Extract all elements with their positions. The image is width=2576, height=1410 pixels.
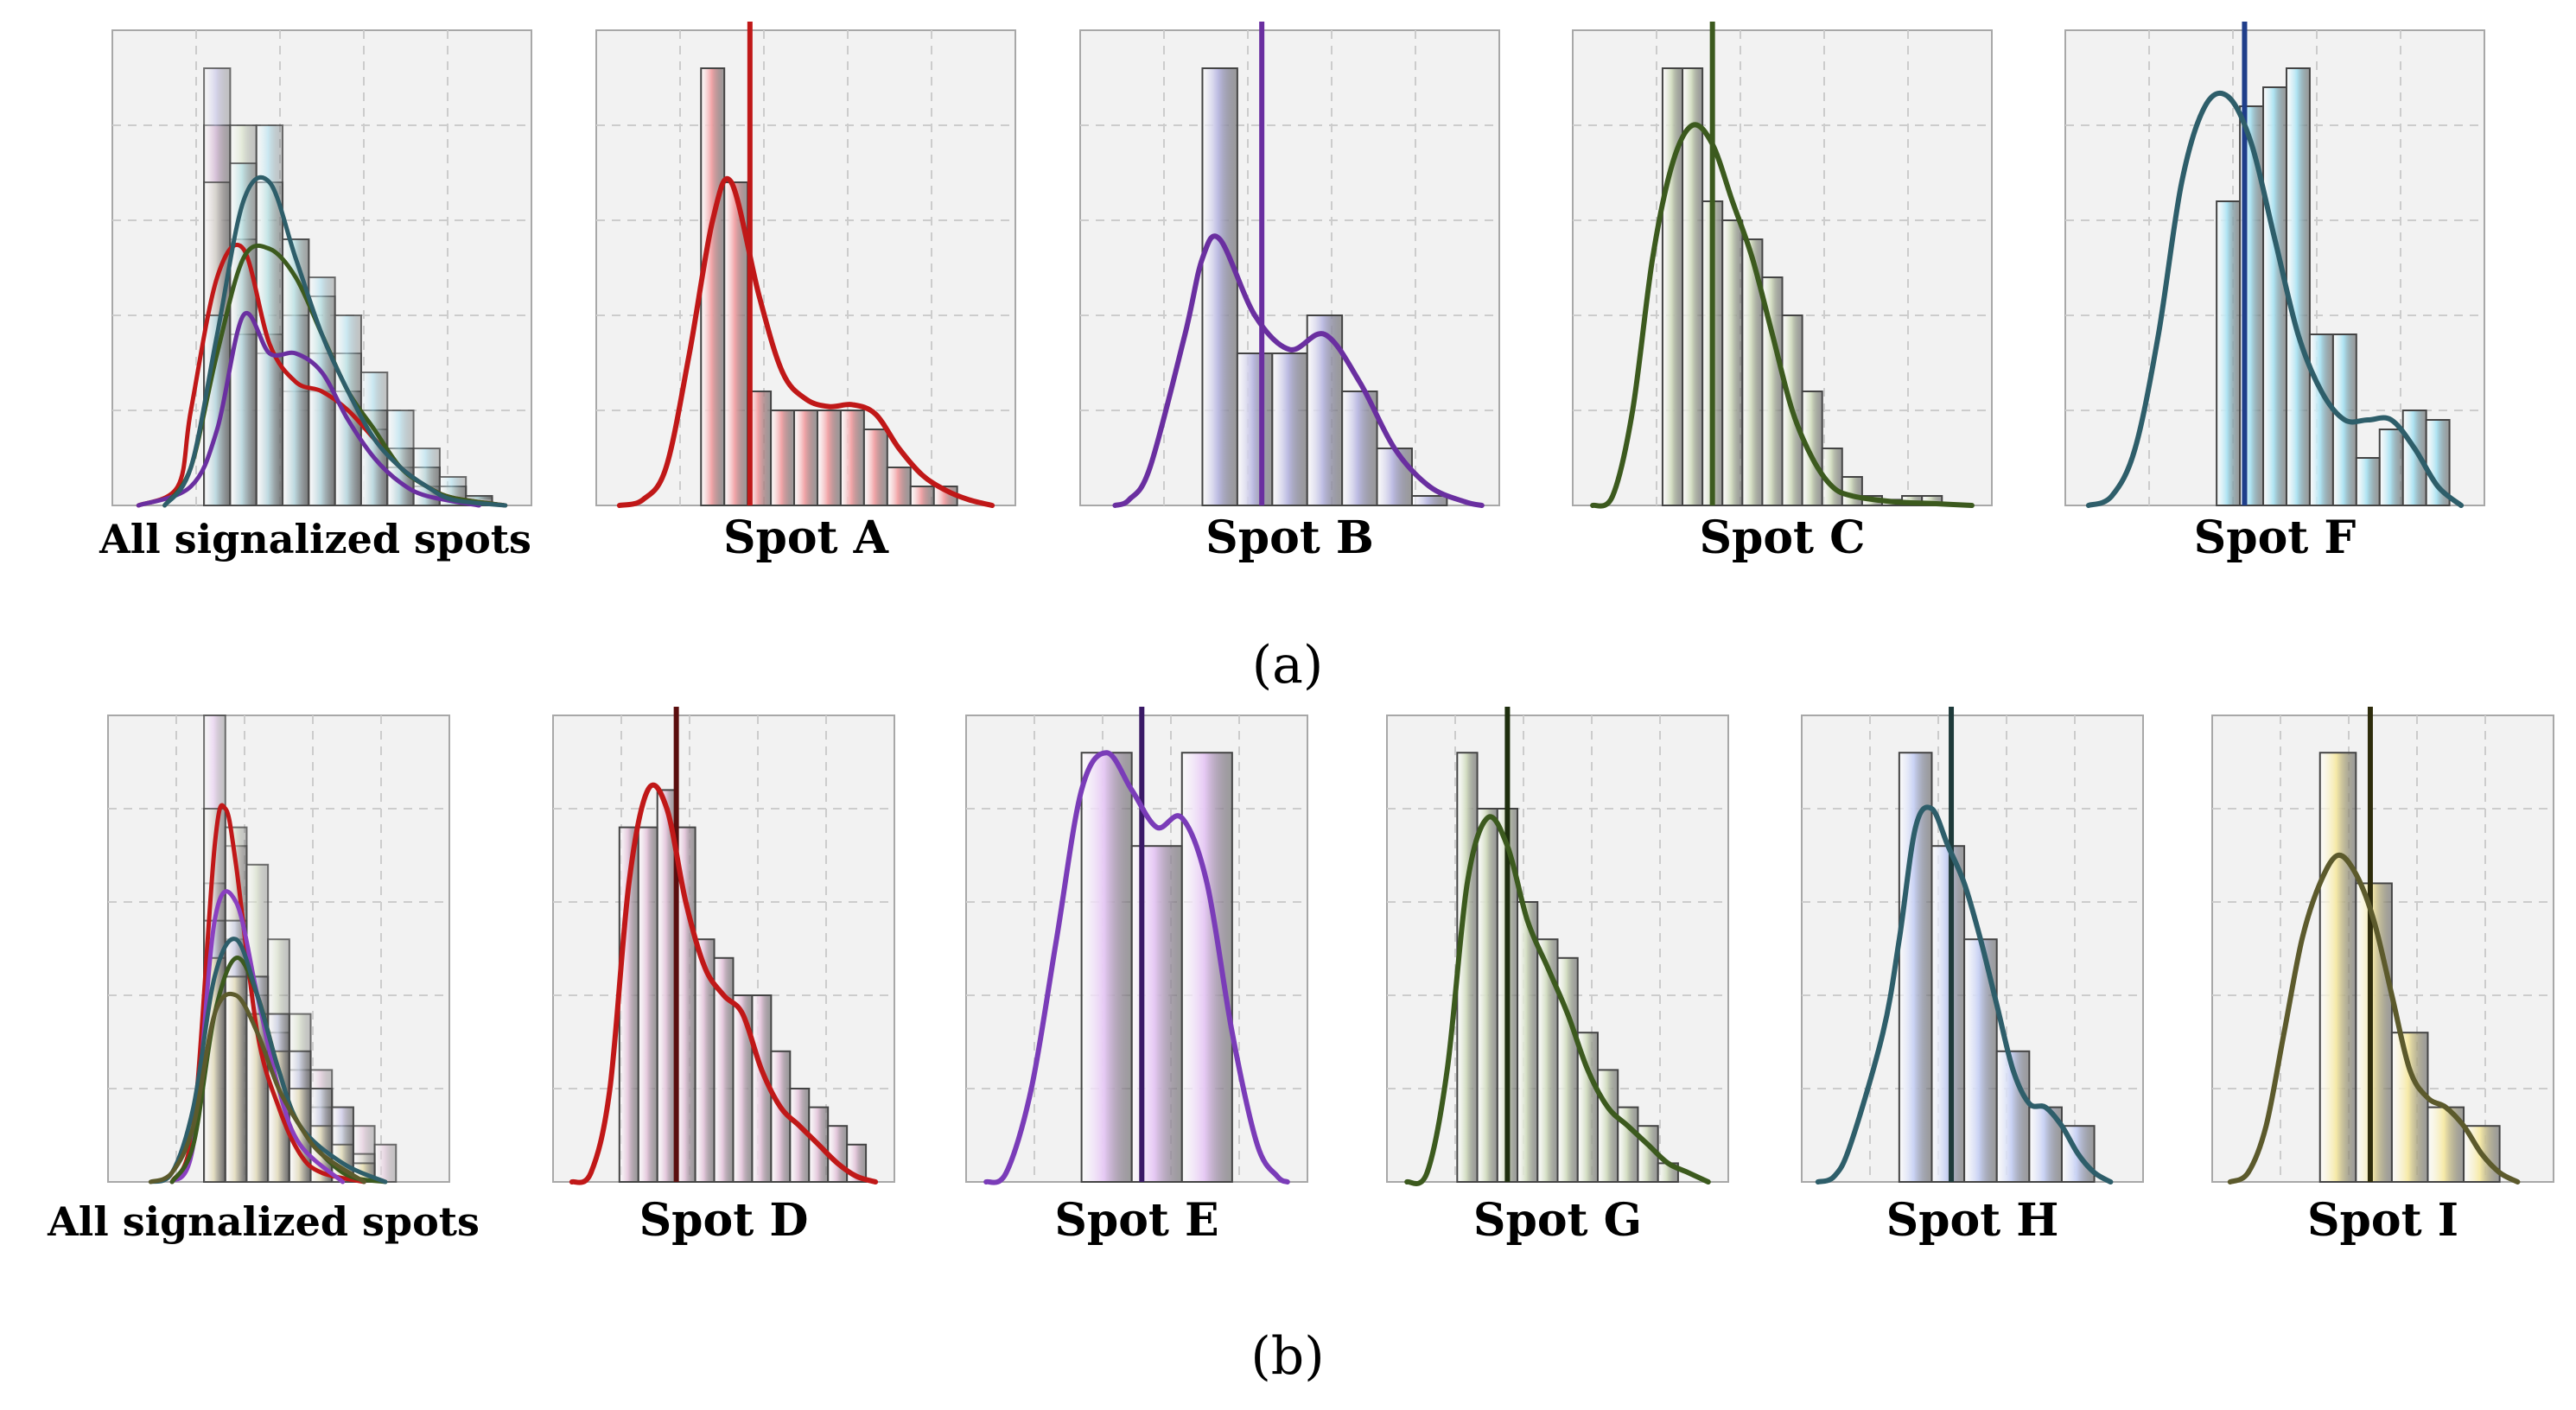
spot-f-a-bar xyxy=(2285,67,2311,506)
spot-a-a-bar xyxy=(862,429,888,506)
chart-title: Spot G xyxy=(1473,1194,1642,1247)
spot-i-b-kde-curve xyxy=(2227,852,2521,1185)
spot-f-a-bar xyxy=(2378,429,2404,506)
spot-h-b-bar xyxy=(1930,845,1966,1183)
chart-title: Spot E xyxy=(1054,1194,1218,1247)
spot-i-b-bar xyxy=(2318,752,2357,1183)
overview-spot-f-bar xyxy=(229,162,258,506)
overview-spot-d-kde-curve xyxy=(169,803,366,1185)
chart-title: All signalized spots xyxy=(47,1198,480,1245)
spot-g-b-bar xyxy=(1596,1069,1619,1184)
spot-c-a-bar xyxy=(1661,67,1684,506)
overview-spot-i-kde-curve xyxy=(148,991,366,1185)
spot-e-b-bar xyxy=(1180,752,1233,1183)
overview-spot-d-bar xyxy=(373,1143,398,1184)
spot-a-a-bar xyxy=(770,410,796,506)
spot-f-a-bar xyxy=(2308,333,2334,506)
overview-spot-h-kde-curve xyxy=(148,937,388,1185)
spot-a-a-bar xyxy=(700,67,726,506)
panel-label-a: (a) xyxy=(1251,635,1324,695)
spot-f-a-bar xyxy=(2355,457,2381,506)
spot-f-a-bar xyxy=(2262,86,2287,506)
spot-d-b-bar xyxy=(637,826,658,1183)
chart-title: All signalized spots xyxy=(99,516,531,562)
spot-h-b-kde-curve xyxy=(1815,804,2114,1185)
spot-b-a-bar xyxy=(1201,67,1238,506)
chart-title: Spot C xyxy=(1699,511,1865,564)
spot-f-a-bar xyxy=(2216,200,2242,506)
spot-g-b-bar xyxy=(1476,808,1498,1183)
overview-spot-f-kde-curve xyxy=(162,175,508,508)
spot-b-a-bar xyxy=(1376,448,1413,506)
chart-title: Spot H xyxy=(1886,1194,2059,1247)
panel-label-b: (b) xyxy=(1250,1326,1325,1387)
chart-title: Spot D xyxy=(639,1194,809,1247)
spot-d-b-kde-curve xyxy=(569,782,879,1185)
spot-b-a-bar xyxy=(1236,352,1274,506)
spot-c-a-bar xyxy=(1721,219,1744,506)
spot-e-b-bar xyxy=(1080,752,1133,1183)
spot-a-a-bar xyxy=(886,467,912,506)
spot-b-a-bar xyxy=(1410,495,1448,506)
spot-b-a-bar xyxy=(1341,391,1378,506)
spot-i-b-bar xyxy=(2390,1032,2429,1183)
plot-area-2 xyxy=(1079,29,1500,506)
spot-a-a-bar xyxy=(839,410,865,506)
spot-a-a-bar xyxy=(816,410,842,506)
spot-b-a-bar xyxy=(1271,352,1308,506)
spot-d-b-bar xyxy=(732,994,754,1183)
spot-f-a-bar xyxy=(2425,419,2451,506)
spot-c-a-kde-curve xyxy=(1590,122,1975,509)
spot-a-a-bar xyxy=(909,486,935,506)
spot-c-a-bar xyxy=(1841,476,1863,506)
spot-f-a-kde-curve xyxy=(2085,90,2465,508)
chart-title: Spot B xyxy=(1205,511,1374,564)
spot-i-b-bar xyxy=(2355,882,2393,1184)
spot-a-a-kde-curve xyxy=(616,175,995,508)
spot-e-b-kde-curve xyxy=(983,750,1290,1185)
overview-spot-b-kde-curve xyxy=(136,310,481,508)
spot-h-b-bar xyxy=(1898,752,1933,1183)
chart-title: Spot F xyxy=(2194,511,2357,564)
spot-g-b-kde-curve xyxy=(1404,814,1711,1187)
chart-title: Spot A xyxy=(723,511,889,564)
spot-a-a-bar xyxy=(793,410,818,506)
chart-title: Spot I xyxy=(2307,1194,2458,1247)
spot-g-b-bar xyxy=(1536,938,1559,1183)
spot-b-a-kde-curve xyxy=(1112,233,1485,508)
